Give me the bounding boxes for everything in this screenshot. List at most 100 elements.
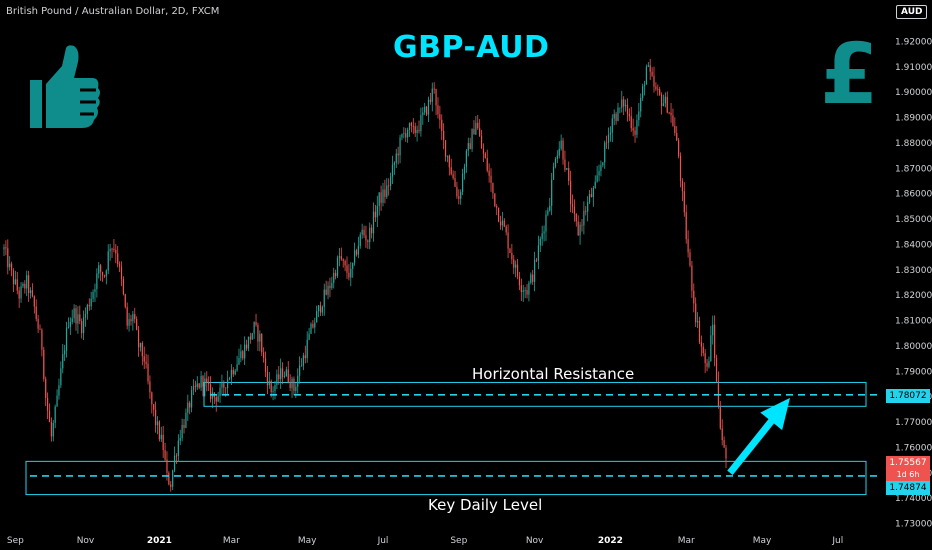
candle-body <box>37 318 39 329</box>
candle-body <box>198 383 200 388</box>
candle-body <box>103 275 106 277</box>
candle-body <box>149 381 151 393</box>
candle-body <box>234 370 236 375</box>
candle-body <box>479 128 481 136</box>
candle-body <box>31 290 34 297</box>
candle-body <box>473 129 475 135</box>
candle-body <box>520 285 522 292</box>
candle-body <box>293 378 295 391</box>
candle-body <box>693 290 695 304</box>
y-tick-label: 1.84000 <box>895 240 932 250</box>
candle-body <box>585 210 587 212</box>
candle-body <box>16 279 18 291</box>
candle-body <box>685 212 687 240</box>
candle-body <box>435 88 437 106</box>
candle-body <box>48 410 51 422</box>
candle-body <box>20 286 22 299</box>
candle-body <box>384 189 386 197</box>
candle-body <box>257 324 259 342</box>
candle-body <box>604 142 606 163</box>
candle-body <box>9 263 11 268</box>
candle-body <box>643 84 646 87</box>
candle-body <box>378 192 380 206</box>
candle-body <box>41 329 43 350</box>
candle-body <box>363 229 365 236</box>
candle-body <box>397 153 399 156</box>
y-tick-label: 1.86000 <box>895 190 932 200</box>
candle-body <box>543 231 545 234</box>
candle-body <box>414 126 416 134</box>
svg-text:£: £ <box>820 25 878 123</box>
candle-body <box>441 119 443 132</box>
y-tick-label: 1.90000 <box>895 88 932 98</box>
candle-body <box>420 115 422 132</box>
candle-body <box>609 132 612 135</box>
candle-body <box>272 391 274 392</box>
candle-body <box>399 137 401 156</box>
candle-body <box>225 387 227 389</box>
candle-body <box>405 133 407 138</box>
candle-body <box>463 166 466 174</box>
y-tick-label: 1.85000 <box>895 215 932 225</box>
candle-body <box>352 262 354 269</box>
candle-body <box>329 285 331 288</box>
candle-body <box>602 162 604 166</box>
candle-body <box>723 440 725 448</box>
candle-body <box>461 173 464 192</box>
resistance-label: Horizontal Resistance <box>472 365 635 383</box>
candle-body <box>344 260 346 266</box>
candle-body <box>221 382 223 388</box>
candle-body <box>238 358 240 365</box>
candle-body <box>552 166 555 180</box>
candle-body <box>266 371 269 386</box>
candle-body <box>190 390 193 408</box>
x-tick-label: Nov <box>77 536 95 546</box>
candle-body <box>632 128 634 131</box>
candle-body <box>185 412 187 428</box>
candle-body <box>513 259 515 268</box>
candle-body <box>22 283 24 287</box>
candle-body <box>611 118 613 133</box>
candle-body <box>331 282 333 288</box>
candle-body <box>158 421 161 440</box>
instrument-label: British Pound / Australian Dollar, 2D, F… <box>6 6 220 17</box>
candle-body <box>312 323 314 328</box>
candle-body <box>655 86 657 90</box>
x-tick-label: Sep <box>7 536 24 546</box>
candle-body <box>516 264 519 277</box>
candle-body <box>120 266 123 280</box>
candle-body <box>325 289 327 295</box>
candle-body <box>613 113 615 119</box>
candle-body <box>651 71 653 76</box>
candle-body <box>408 122 411 130</box>
candle-body <box>321 306 323 313</box>
x-tick-label: Sep <box>450 536 467 546</box>
candle-body <box>304 355 306 359</box>
candle-body <box>401 134 403 138</box>
candle-body <box>446 155 449 157</box>
candle-body <box>259 334 261 342</box>
currency-button[interactable]: AUD <box>896 5 928 19</box>
candle-body <box>361 229 363 235</box>
candle-body <box>587 202 589 212</box>
candle-body <box>206 378 208 383</box>
candle-body <box>659 89 661 95</box>
candle-body <box>458 196 460 199</box>
x-tick-label: May <box>753 536 772 546</box>
candle-body <box>3 247 5 250</box>
candle-body <box>592 188 594 198</box>
chart-title: GBP-AUD <box>393 30 550 65</box>
candle-body <box>704 353 706 364</box>
candle-body <box>672 115 674 126</box>
candle-body <box>554 158 557 167</box>
candle-body <box>524 290 526 291</box>
candle-body <box>573 206 576 214</box>
y-tick-label: 1.76000 <box>895 443 932 453</box>
candle-body <box>558 148 560 156</box>
candle-body <box>274 385 276 392</box>
candle-body <box>128 319 130 326</box>
candle-body <box>228 378 231 380</box>
candle-body <box>5 247 7 249</box>
candle-body <box>575 213 577 222</box>
